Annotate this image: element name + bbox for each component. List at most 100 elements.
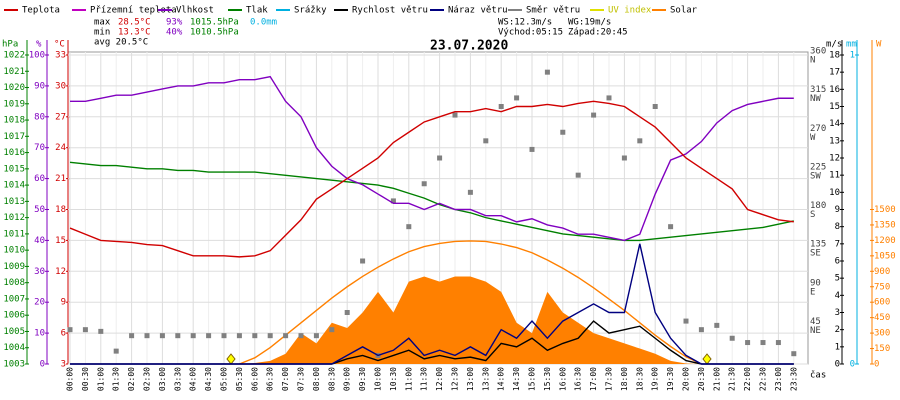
y-tick-label: 60 (34, 174, 45, 184)
y-tick-label: 1012 (3, 213, 25, 223)
x-tick-label: 00:00 (66, 367, 75, 391)
direction-point (729, 335, 735, 341)
y-tick-label: 2 (835, 325, 840, 335)
y-tick-label: 1007 (3, 294, 25, 304)
direction-point (267, 333, 273, 339)
x-tick-label: 03:00 (158, 367, 167, 391)
direction-point (252, 333, 258, 339)
direction-point (591, 112, 597, 118)
x-tick-label: 17:00 (589, 367, 598, 391)
y-tick-label: 40 (34, 236, 45, 246)
y-tick-label: 3 (61, 360, 66, 370)
x-tick-label: 00:30 (81, 367, 90, 391)
x-tick-label: 21:30 (728, 367, 737, 391)
y-tick-label: 1 (850, 51, 855, 61)
y-tick-label: 1003 (3, 360, 25, 370)
y-tick-label: 11 (829, 171, 840, 181)
stat: 40% (166, 28, 183, 38)
x-tick-label: 12:30 (451, 367, 460, 391)
direction-point (467, 189, 473, 195)
x-tick-label: 01:00 (96, 367, 105, 391)
x-tick-label: 08:30 (327, 367, 336, 391)
direction-point (159, 333, 165, 339)
stat: 1010.5hPa (190, 28, 239, 38)
axis-unit: hPa (2, 40, 18, 50)
y-tick-label: 100 (29, 51, 45, 61)
direction-point (175, 333, 181, 339)
y-tick-label: 1017 (3, 132, 25, 142)
x-tick-label: 15:30 (543, 367, 552, 391)
y-tick-label: 90 (34, 81, 45, 91)
direction-point (775, 340, 781, 346)
y-tick-label: W (810, 133, 816, 143)
direction-point (621, 155, 627, 161)
y-tick-label: 1005 (3, 327, 25, 337)
legend-label: UV index (608, 6, 652, 16)
y-tick-label: 12 (55, 267, 66, 277)
x-tick-label: 14:00 (497, 367, 506, 391)
x-tick-label: 10:30 (389, 367, 398, 391)
x-tick-label: 09:30 (358, 367, 367, 391)
direction-point (683, 318, 689, 324)
legend-label: Rychlost větru (352, 6, 428, 16)
x-tick-label: 05:30 (235, 367, 244, 391)
y-tick-label: 9 (61, 298, 66, 308)
y-tick-label: 360 (810, 47, 826, 57)
x-tick-label: 16:30 (574, 367, 583, 391)
x-tick-label: 14:30 (512, 367, 521, 391)
y-tick-label: 70 (34, 143, 45, 153)
direction-point (483, 138, 489, 144)
x-tick-label: 18:30 (635, 367, 644, 391)
stat: Západ:20:45 (568, 28, 628, 38)
direction-point (791, 351, 797, 357)
x-tick-label: 20:30 (697, 367, 706, 391)
y-tick-label: 5 (835, 274, 840, 284)
stat: Východ:05:15 (498, 28, 563, 38)
stat: WG:19m/s (568, 18, 611, 28)
series-line (70, 75, 794, 242)
y-tick-label: 24 (55, 143, 66, 153)
axis-unit: °C (54, 40, 65, 50)
direction-point (129, 333, 135, 339)
y-tick-label: 0 (850, 360, 855, 370)
direction-point (360, 258, 366, 264)
direction-point (190, 333, 196, 339)
direction-point (344, 310, 350, 315)
direction-point (206, 333, 212, 339)
stat: 93% (166, 18, 183, 28)
legend-label: Směr větru (526, 6, 580, 16)
y-tick-label: 1016 (3, 148, 25, 158)
y-tick-label: 4 (835, 291, 840, 301)
y-tick-label: 150 (874, 344, 890, 354)
x-tick-label: 11:00 (404, 367, 413, 391)
y-tick-label: 1500 (874, 205, 896, 215)
x-tick-label: 19:30 (666, 367, 675, 391)
direction-point (390, 198, 396, 204)
direction-point (452, 112, 458, 118)
direction-point (421, 181, 427, 187)
y-tick-label: 21 (55, 174, 66, 184)
direction-point (82, 327, 88, 333)
y-tick-label: 1200 (874, 236, 896, 246)
legend-label: Tlak (246, 6, 268, 16)
x-tick-label: 15:00 (528, 367, 537, 391)
direction-point (298, 333, 304, 339)
y-tick-label: 135 (810, 240, 826, 250)
y-tick-label: 8 (835, 222, 840, 232)
direction-point (714, 322, 720, 328)
x-tick-label: 18:00 (620, 367, 629, 391)
direction-point (544, 69, 550, 75)
y-tick-label: 750 (874, 282, 890, 292)
axis-unit: m/s (826, 40, 842, 50)
y-tick-label: 1050 (874, 251, 896, 261)
direction-point (67, 327, 73, 333)
y-tick-label: 1006 (3, 311, 25, 321)
direction-point (668, 224, 674, 230)
y-tick-label: E (810, 287, 815, 297)
y-tick-label: S (810, 210, 815, 220)
y-tick-label: 1350 (874, 220, 896, 230)
y-tick-label: 0 (835, 360, 840, 370)
x-tick-label: 07:00 (281, 367, 290, 391)
y-tick-label: 315 (810, 85, 826, 95)
